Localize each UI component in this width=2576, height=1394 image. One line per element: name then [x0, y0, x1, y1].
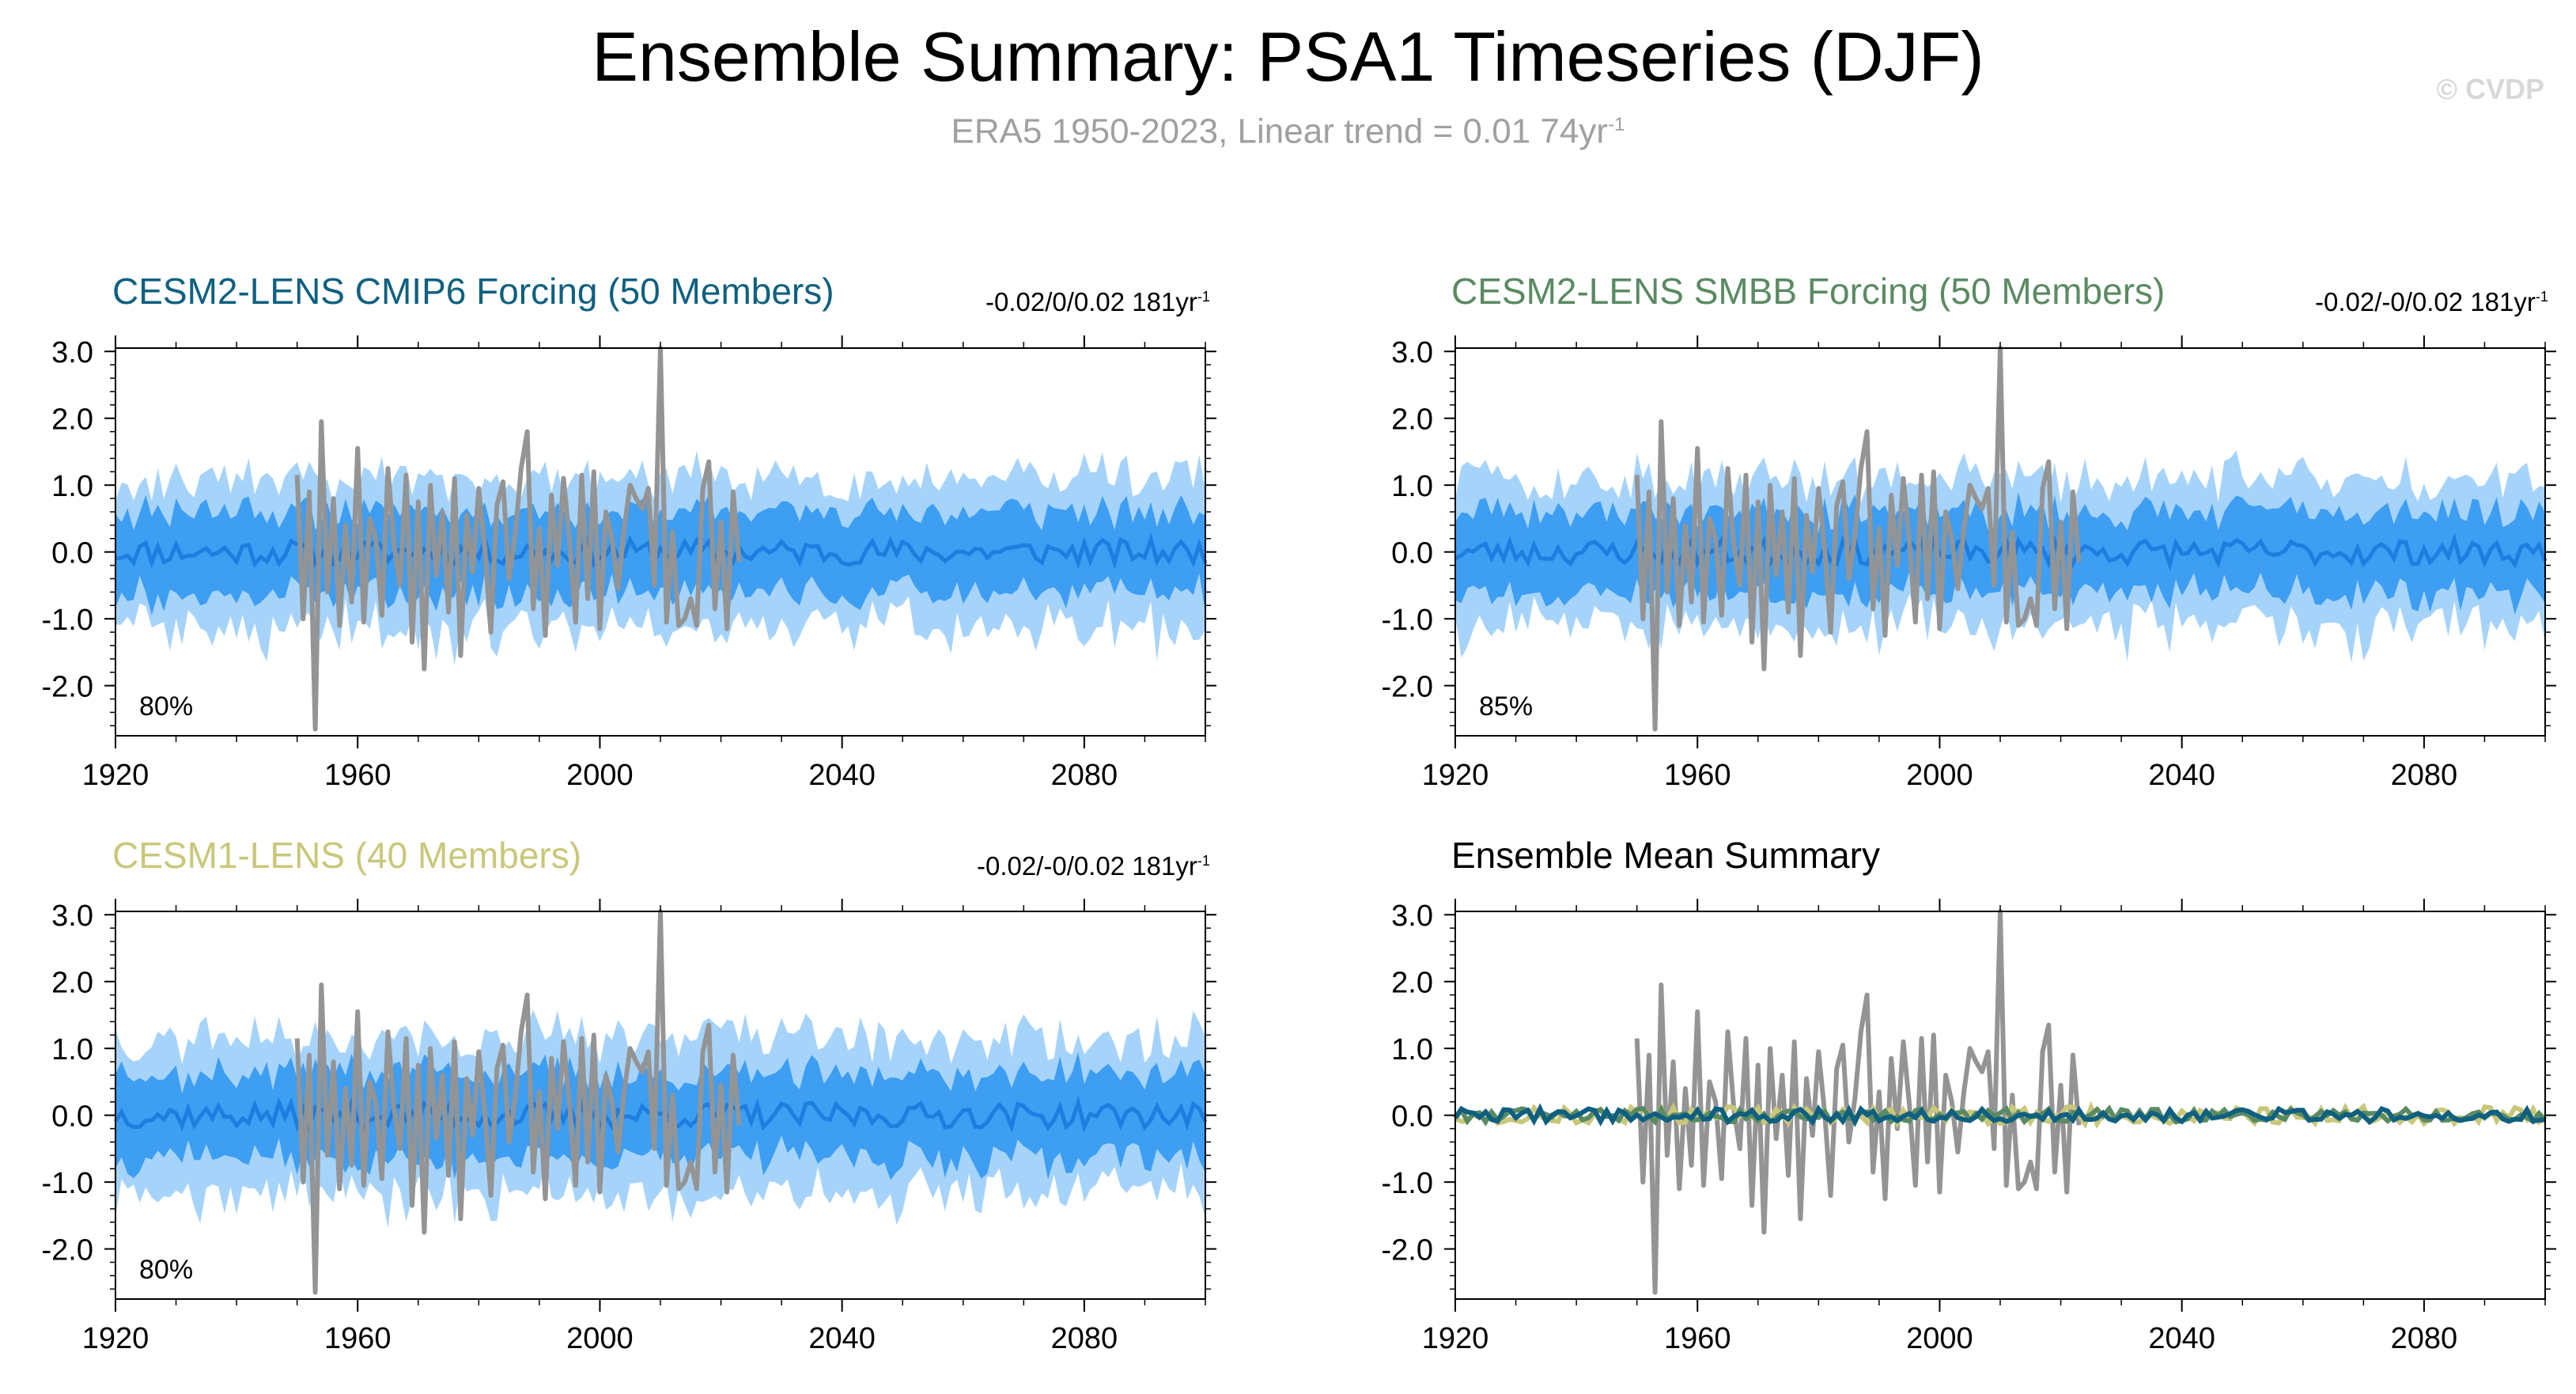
y-tick-label: -1.0	[42, 604, 93, 637]
x-tick-label: 2040	[808, 759, 876, 792]
x-tick-label: 2000	[566, 1322, 634, 1355]
x-tick-label: 1920	[1422, 759, 1489, 792]
y-tick-label: 3.0	[1391, 336, 1433, 369]
trend-superscript: -1	[1197, 289, 1210, 305]
x-tick-label: 2040	[808, 1322, 876, 1355]
y-tick-label: 2.0	[1391, 967, 1433, 1000]
ensemble-mean-line	[113, 1095, 1208, 1135]
x-tick-label: 1920	[82, 1322, 149, 1355]
ensemble-mean-line	[115, 532, 1208, 570]
panel-title-cesm2-smbb: CESM2-LENS SMBB Forcing (50 Members)	[1451, 271, 2166, 312]
ensemble-mean-cesm2_smbb	[1453, 1104, 2548, 1127]
panel-p4: 3.0 2.0 1.0 0.0 -1.0 -2.0 1920 1960 2000 2040 2080	[1382, 899, 2556, 1355]
ensemble-mean-line	[1454, 532, 2548, 572]
x-tick-label: 2040	[2148, 1322, 2215, 1355]
y-tick-label: -2.0	[42, 671, 93, 704]
percent-label: 80%	[139, 1255, 193, 1285]
y-tick-label: 3.0	[51, 900, 93, 933]
x-tick-label: 1960	[324, 759, 392, 792]
x-tick-label: 1960	[1664, 759, 1731, 792]
panel-p2: 3.0 2.0 1.0 0.0 -1.0 -2.0 1920 1960 2000 2040 2080…	[1382, 335, 2556, 792]
y-tick-label: -1.0	[1382, 604, 1433, 637]
panel-title-cesm1: CESM1-LENS (40 Members)	[112, 835, 582, 876]
trend-text: -0.02/-0/0.02 181yr	[977, 851, 1197, 881]
era5-obs-line	[1634, 909, 2082, 1295]
x-tick-label: 2080	[2391, 1322, 2458, 1355]
panel-trend-cesm2-cmip6: -0.02/0/0.02 181yr-1	[656, 280, 1210, 319]
trend-superscript: -1	[2535, 289, 2548, 305]
x-tick-label: 2080	[1051, 759, 1118, 792]
panel-p3: 3.0 2.0 1.0 0.0 -1.0 -2.0 1920 1960 2000 2040 2080…	[42, 899, 1216, 1355]
y-tick-label: 0.0	[51, 1100, 93, 1134]
panel-trend-cesm1: -0.02/-0/0.02 181yr-1	[656, 844, 1210, 883]
y-tick-label: 3.0	[1391, 900, 1433, 933]
trend-superscript: -1	[1197, 853, 1210, 869]
x-tick-label: 2080	[1051, 1322, 1118, 1355]
panel-p1: 3.0 2.0 1.0 0.0 -1.0 -2.0 1920 1960 2000 2040 2080…	[42, 335, 1216, 792]
percent-label: 80%	[139, 691, 193, 722]
era5-obs-line	[294, 909, 742, 1295]
x-tick-label: 2040	[2148, 759, 2215, 792]
y-tick-label: 2.0	[1391, 403, 1433, 437]
percent-label: 85%	[1479, 691, 1533, 722]
y-tick-label: 0.0	[51, 537, 93, 570]
ensemble-mean-cesm2_cmip6	[1453, 1103, 2546, 1127]
trend-text: -0.02/-0/0.02 181yr	[2315, 287, 2536, 316]
y-tick-label: 1.0	[1391, 1033, 1433, 1066]
era5-obs-line	[294, 346, 742, 732]
subtitle-superscript: -1	[1607, 114, 1625, 135]
x-tick-label: 2000	[1906, 759, 1973, 792]
y-tick-label: 2.0	[51, 967, 93, 1000]
x-tick-label: 2000	[1906, 1322, 1973, 1355]
y-tick-label: 1.0	[1391, 470, 1433, 503]
y-tick-label: -2.0	[1382, 1234, 1433, 1267]
y-tick-label: 2.0	[51, 403, 93, 437]
y-tick-label: 1.0	[51, 1033, 93, 1066]
cvdp-watermark: © CVDP	[2436, 73, 2544, 105]
trend-text: -0.02/0/0.02 181yr	[985, 287, 1197, 316]
figure-title: Ensemble Summary: PSA1 Timeseries (DJF)	[592, 17, 1984, 96]
y-tick-label: -1.0	[1382, 1167, 1433, 1200]
era5-obs-line	[1634, 346, 2082, 732]
x-tick-label: 1960	[324, 1322, 392, 1355]
x-tick-label: 2000	[566, 759, 634, 792]
panel-title-ensemble-mean: Ensemble Mean Summary	[1451, 835, 1880, 876]
x-tick-label: 1920	[1422, 1322, 1489, 1355]
y-tick-label: 1.0	[51, 470, 93, 503]
y-tick-label: 0.0	[1391, 1100, 1433, 1134]
y-tick-label: -2.0	[42, 1234, 93, 1267]
panel-trend-cesm2-smbb: -0.02/-0/0.02 181yr-1	[1995, 280, 2548, 319]
x-tick-label: 2080	[2391, 759, 2458, 792]
subtitle-text: ERA5 1950-2023, Linear trend = 0.01 74yr	[951, 112, 1608, 151]
panel-title-cesm2-cmip6: CESM2-LENS CMIP6 Forcing (50 Members)	[112, 271, 834, 312]
x-tick-label: 1960	[1664, 1322, 1731, 1355]
y-tick-label: 0.0	[1391, 537, 1433, 570]
y-tick-label: -1.0	[42, 1167, 93, 1200]
x-tick-label: 1920	[82, 759, 149, 792]
figure-subtitle: ERA5 1950-2023, Linear trend = 0.01 74yr…	[0, 103, 2576, 154]
y-tick-label: 3.0	[51, 336, 93, 369]
y-tick-label: -2.0	[1382, 671, 1433, 704]
